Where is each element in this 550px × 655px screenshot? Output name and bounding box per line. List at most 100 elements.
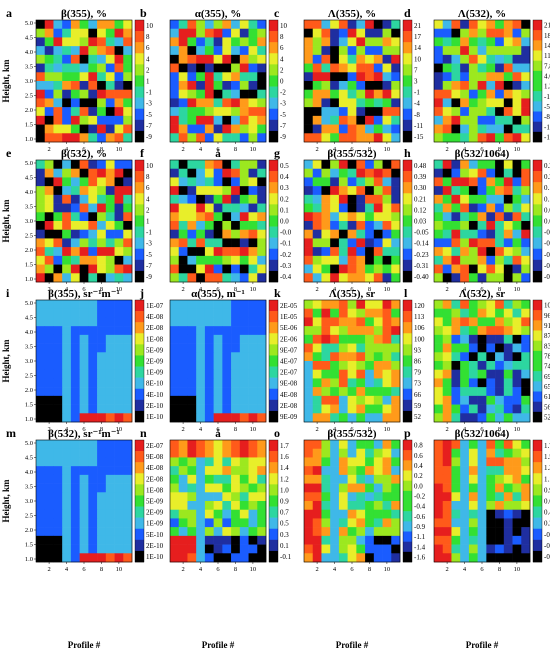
y-tick-label: 4.0 — [25, 189, 33, 196]
colorbar-swatch — [403, 75, 412, 87]
heatmap-cell — [330, 133, 340, 143]
x-tick-label: 2 — [47, 566, 50, 573]
heatmap-cell — [187, 168, 197, 178]
heatmap-cell — [330, 89, 340, 99]
heatmap-cell — [468, 395, 478, 405]
colorbar-label: 1.3 — [544, 464, 550, 472]
heatmap-cell — [521, 255, 531, 265]
heatmap-cell — [187, 440, 197, 450]
x-tick-label: 8 — [368, 566, 371, 573]
heatmap-cell — [521, 168, 531, 178]
heatmap-cell — [123, 107, 133, 117]
colorbar-label: 0.12 — [544, 195, 550, 203]
heatmap-cell — [495, 483, 505, 493]
heatmap-cell — [178, 238, 188, 248]
heatmap-cell — [365, 553, 375, 563]
heatmap-cell — [70, 501, 80, 511]
heatmap-cell — [495, 343, 505, 353]
heatmap-cell — [468, 404, 478, 414]
heatmap-cell — [512, 544, 522, 554]
heatmap-cell — [44, 535, 54, 545]
heatmap-cell — [62, 229, 72, 239]
heatmap-cell — [114, 89, 124, 99]
colorbar-label: 0 — [280, 78, 284, 86]
heatmap-cell — [347, 317, 357, 327]
heatmap-cell — [391, 46, 401, 56]
heatmap-cell — [53, 483, 63, 493]
heatmap-cell — [451, 264, 461, 274]
heatmap-cell — [347, 413, 357, 423]
heatmap-cell — [312, 247, 322, 257]
colorbar-label: 4E-10 — [146, 391, 164, 399]
heatmap-cell — [88, 107, 98, 117]
heatmap-cell — [477, 300, 487, 310]
heatmap-cell — [330, 440, 340, 450]
x-tick-label: 2 — [181, 146, 184, 153]
colorbar-swatch — [269, 160, 278, 172]
heatmap-cell — [486, 457, 496, 467]
heatmap-cell — [434, 186, 444, 196]
x-tick-label: 2 — [181, 566, 184, 573]
heatmap-cell — [434, 229, 444, 239]
colorbar-swatch — [533, 237, 542, 250]
heatmap-cell — [373, 177, 383, 187]
heatmap-cell — [62, 255, 72, 265]
heatmap-cell — [62, 509, 72, 519]
heatmap-cell — [187, 177, 197, 187]
heatmap-cell — [114, 273, 124, 283]
panel-o: o β(355/532)2 4 6 8 100.80.60.40.20.0-0.2-0.4… — [274, 426, 426, 650]
heatmap-cell — [486, 46, 496, 56]
heatmap-cell — [204, 203, 214, 213]
heatmap-cell — [391, 308, 401, 318]
panel-letter: b — [140, 6, 147, 20]
heatmap-cell — [79, 369, 89, 379]
heatmap-cell — [88, 115, 98, 125]
heatmap-cell — [382, 221, 392, 231]
heatmap-cell — [204, 334, 214, 344]
heatmap-cell — [196, 203, 206, 213]
heatmap-cell — [114, 238, 124, 248]
heatmap-cell — [257, 194, 267, 204]
heatmap-cell — [170, 466, 180, 476]
heatmap-cell — [512, 20, 522, 30]
colorbar-label: -8.5 — [544, 113, 550, 121]
heatmap-cell — [347, 466, 357, 476]
heatmap-cell — [521, 238, 531, 248]
heatmap-cell — [365, 160, 375, 170]
heatmap-cell — [512, 98, 522, 108]
colorbar-swatch — [533, 528, 542, 541]
heatmap-cell — [373, 544, 383, 554]
colorbar-label: 4E-08 — [146, 313, 164, 321]
heatmap-cell — [248, 115, 258, 125]
heatmap-cell — [391, 37, 401, 47]
heatmap-cell — [391, 186, 401, 196]
heatmap-cell — [196, 300, 206, 310]
heatmap-cell — [434, 361, 444, 371]
heatmap-cell — [62, 186, 72, 196]
heatmap-cell — [460, 194, 470, 204]
heatmap-cell — [114, 264, 124, 274]
heatmap-cell — [442, 474, 452, 484]
heatmap-cell — [170, 483, 180, 493]
heatmap-cell — [231, 440, 241, 450]
heatmap-cell — [239, 124, 249, 134]
heatmap-cell — [88, 466, 98, 476]
heatmap-cell — [512, 238, 522, 248]
colorbar-swatch — [533, 131, 542, 143]
heatmap-cell — [79, 509, 89, 519]
heatmap-cell — [248, 98, 258, 108]
heatmap-cell — [330, 37, 340, 47]
colorbar-swatch — [269, 355, 278, 367]
heatmap-cell — [477, 317, 487, 327]
heatmap-cell — [347, 212, 357, 222]
heatmap-cell — [62, 413, 72, 423]
heatmap-cell — [382, 203, 392, 213]
heatmap-cell — [257, 343, 267, 353]
heatmap-cell — [312, 63, 322, 73]
heatmap-cell — [114, 544, 124, 554]
heatmap-cell — [347, 509, 357, 519]
heatmap-cell — [170, 361, 180, 371]
heatmap-cell — [338, 133, 348, 143]
heatmap-cell — [338, 518, 348, 528]
heatmap-cell — [365, 247, 375, 257]
